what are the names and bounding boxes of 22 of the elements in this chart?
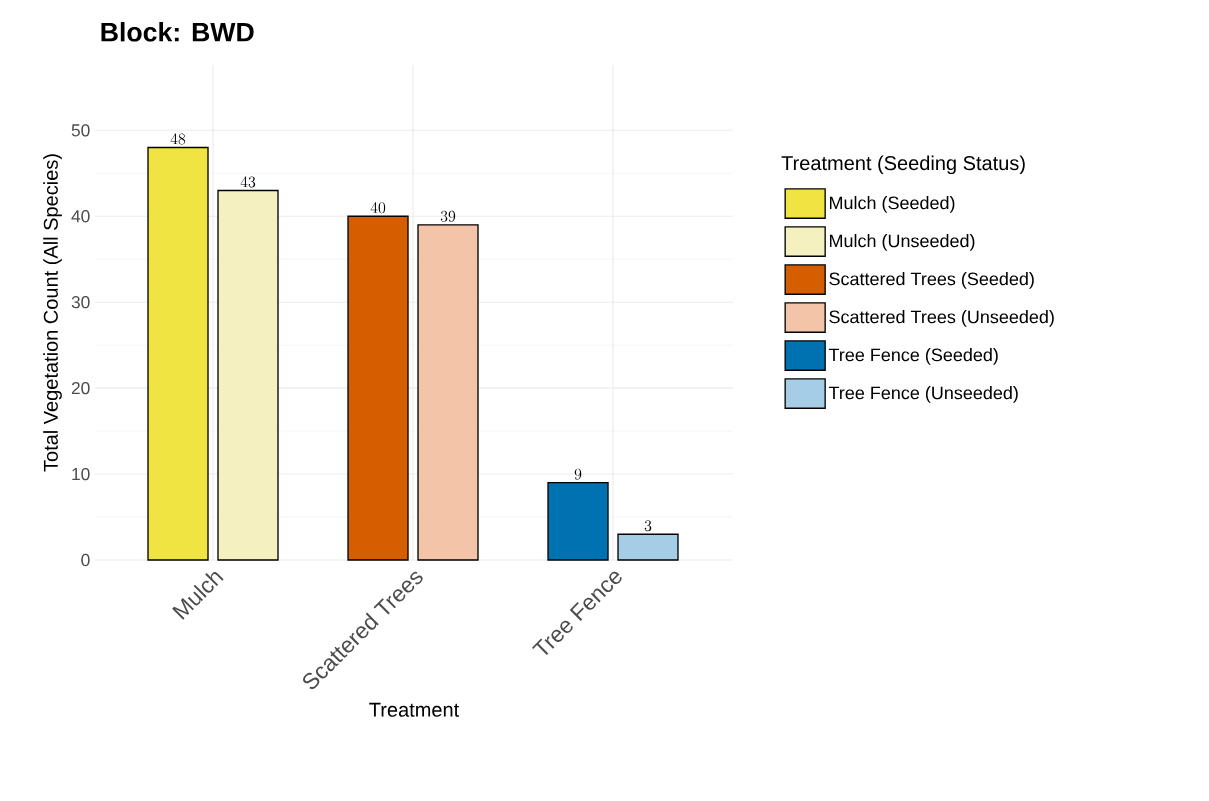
- y-axis-title: Total Vegetation Count (All Species): [43, 154, 62, 472]
- data-label: 39: [440, 210, 456, 222]
- y-tick-label: 0: [81, 553, 90, 567]
- y-tick-label: 10: [72, 467, 90, 481]
- y-tick-label: 30: [71, 296, 90, 309]
- legend-label: Tree Fence (Unseeded): [828, 386, 1018, 403]
- data-label: 48: [170, 133, 186, 145]
- legend-label: Scattered Trees (Unseeded): [829, 310, 1054, 327]
- legend-label: Tree Fence (Seeded): [828, 348, 998, 365]
- legend-label: Mulch (Seeded): [829, 196, 955, 213]
- y-tick-label: 50: [71, 124, 90, 137]
- data-label: 40: [370, 202, 386, 214]
- y-tick-label: 40: [71, 210, 90, 223]
- legend-label: Mulch (Unseeded): [829, 234, 975, 251]
- legend-title: Treatment (Seeding Status): [781, 155, 1025, 175]
- data-label: 3: [644, 520, 652, 532]
- y-tick-label: 20: [71, 381, 90, 395]
- data-label: 9: [574, 468, 582, 480]
- chart-title: Block: BWD: [101, 22, 254, 42]
- legend-label: Scattered Trees (Seeded): [829, 272, 1034, 289]
- x-axis-title: Treatment: [369, 702, 460, 717]
- data-label: 43: [240, 176, 256, 188]
